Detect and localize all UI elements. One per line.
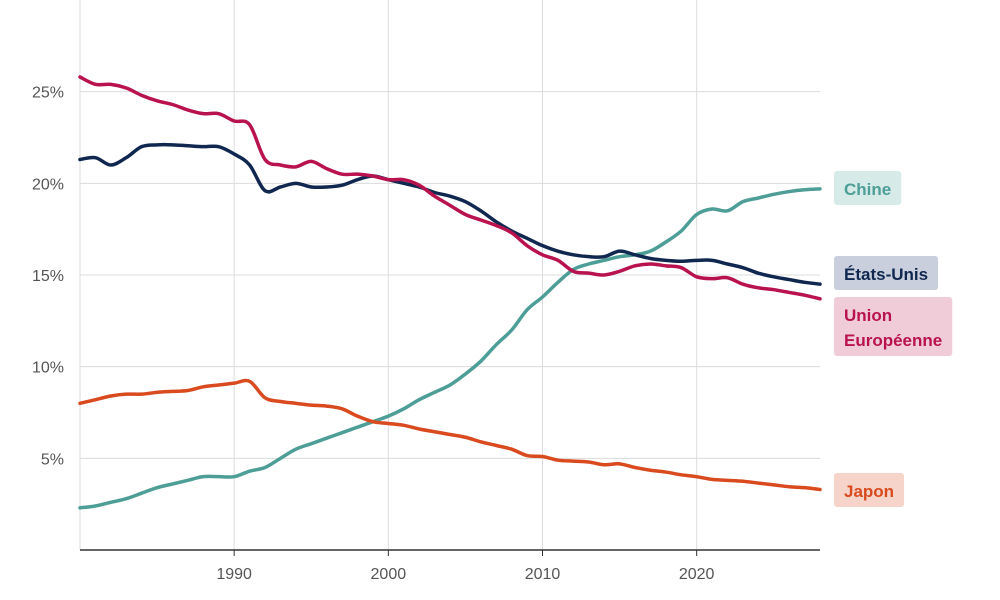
- x-tick-label: 2010: [525, 566, 561, 583]
- series-label-etats-unis: États-Unis: [834, 256, 939, 290]
- series-label-text: Japon: [844, 482, 894, 501]
- series-label-text: Européenne: [844, 331, 942, 350]
- series-line-japon: [78, 378, 822, 492]
- series-label-union-europeenne: Union Européenne: [834, 297, 953, 356]
- axes: 5% 10% 15% 20% 25% 1990 2000 2010 2020: [32, 85, 820, 583]
- series-label-text: Chine: [844, 180, 891, 199]
- gridlines: [79, 0, 820, 550]
- series-line-chine: [78, 187, 822, 510]
- x-tick-label: 2000: [371, 566, 407, 583]
- series-label-text: Union: [844, 306, 892, 325]
- series-label-text: États-Unis: [844, 265, 928, 284]
- series-label-background: [834, 171, 902, 205]
- x-tick-label: 1990: [216, 566, 252, 583]
- series-label-chine: Chine: [834, 171, 902, 205]
- series-lines: [78, 75, 822, 510]
- y-tick-label: 5%: [41, 451, 64, 468]
- y-tick-label: 25%: [32, 85, 64, 102]
- y-tick-label: 15%: [32, 268, 64, 285]
- series-label-background: [834, 256, 939, 290]
- x-tick-label: 2020: [679, 566, 715, 583]
- y-tick-label: 10%: [32, 360, 64, 377]
- series-line-etats-unis: [78, 142, 822, 286]
- series-line-union-europeenne: [78, 75, 822, 301]
- series-label-background: [834, 473, 905, 507]
- series-labels: Chine États-Unis Union Européenne Japon: [834, 171, 953, 507]
- y-tick-label: 20%: [32, 176, 64, 193]
- series-label-japon: Japon: [834, 473, 905, 507]
- series-label-background: [834, 297, 953, 356]
